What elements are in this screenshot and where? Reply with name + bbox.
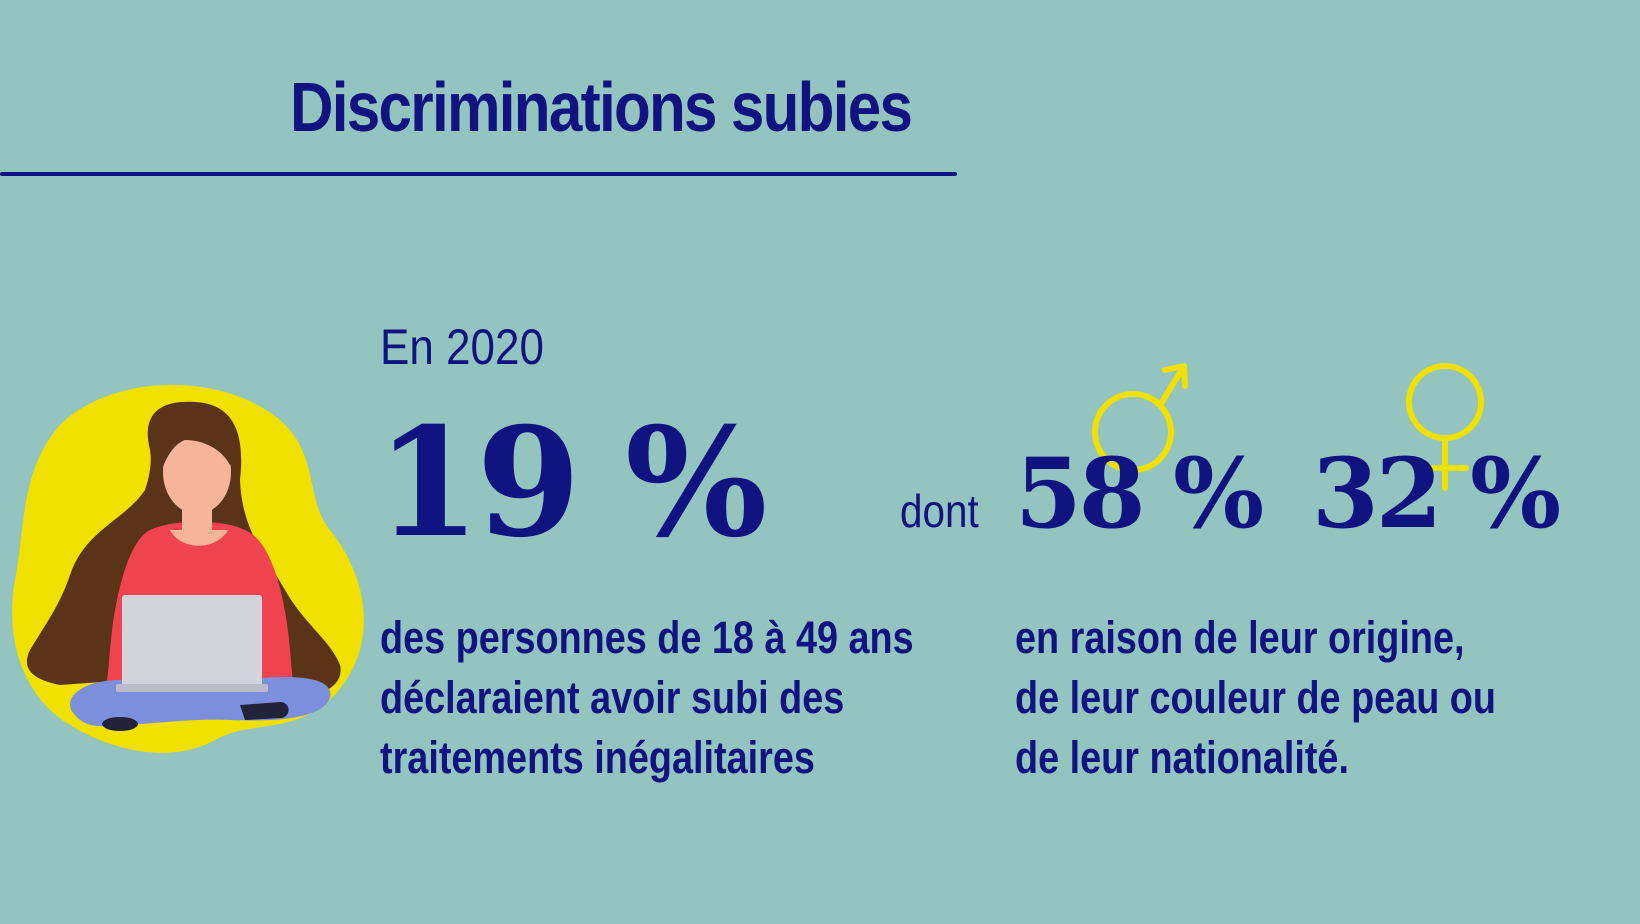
female-percentage: 32 % xyxy=(1312,437,1561,550)
collar-shape xyxy=(170,530,228,546)
detail-description-line: de leur couleur de peau ou xyxy=(1015,672,1496,723)
left-shoe-shape xyxy=(102,717,138,731)
main-description-line: des personnes de 18 à 49 ans xyxy=(380,612,914,663)
main-description-line: déclaraient avoir subi des xyxy=(380,672,845,723)
female-symbol-icon xyxy=(1406,363,1484,491)
main-percentage: 19 % xyxy=(376,395,767,571)
right-shoe-shape xyxy=(240,702,289,720)
woman-with-laptop-illustration xyxy=(12,384,364,753)
title-underline xyxy=(0,172,957,176)
page-title: Discriminations subies xyxy=(290,68,913,146)
laptop-screen-shape xyxy=(122,595,262,687)
main-description: des personnes de 18 à 49 ans déclaraient… xyxy=(380,608,914,788)
laptop-base-shape xyxy=(116,684,268,692)
hair-front-shape xyxy=(157,411,236,475)
detail-description-line: de leur nationalité. xyxy=(1015,732,1349,783)
main-description-line: traitements inégalitaires xyxy=(380,732,815,783)
year-label: En 2020 xyxy=(380,319,544,375)
face-shape xyxy=(163,430,231,514)
detail-description: en raison de leur origine, de leur coule… xyxy=(1015,608,1496,788)
detail-description-line: en raison de leur origine, xyxy=(1015,612,1465,663)
male-symbol-icon xyxy=(1092,363,1188,473)
connector-text: dont xyxy=(900,485,979,537)
male-percentage: 58 % xyxy=(1015,437,1264,550)
